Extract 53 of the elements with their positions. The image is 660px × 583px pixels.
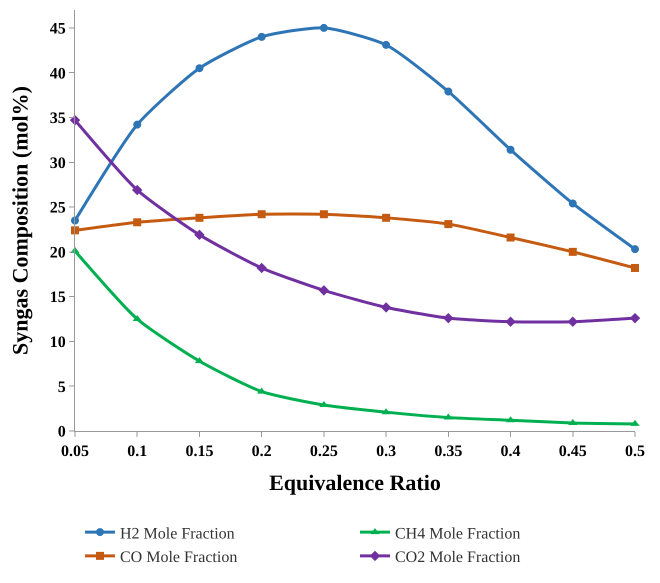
- point: [568, 248, 577, 256]
- point: [506, 234, 515, 242]
- x-axis-title: Equivalence Ratio: [269, 470, 441, 496]
- x-tick-label: 0.05: [61, 443, 89, 460]
- y-tick-label: 15: [50, 289, 66, 306]
- point: [380, 302, 392, 313]
- point: [133, 120, 142, 129]
- point: [382, 40, 390, 49]
- y-tick-label: 0: [58, 424, 66, 441]
- x-tick-label: 0.4: [500, 443, 521, 460]
- x-tick-label: 0.1: [127, 443, 148, 460]
- y-tick-label: 10: [50, 334, 66, 352]
- point: [443, 312, 454, 324]
- y-tick-label: 30: [50, 154, 66, 172]
- x-tick-label: 0.15: [185, 443, 214, 460]
- point: [195, 64, 204, 72]
- y-tick-label: 35: [50, 110, 66, 128]
- point: [505, 316, 516, 327]
- x-tick-label: 0.5: [625, 443, 645, 460]
- point: [444, 88, 452, 96]
- point: [630, 312, 640, 324]
- x-tick-label: 0.35: [434, 443, 462, 460]
- y-tick-label: 40: [50, 65, 66, 82]
- point: [258, 210, 266, 218]
- x-tick-label: 0.45: [558, 443, 587, 460]
- point: [320, 24, 328, 32]
- point: [133, 218, 142, 226]
- y-tick-label: 5: [58, 378, 66, 396]
- point: [631, 264, 639, 272]
- point: [318, 285, 330, 296]
- legend-label: CO2 Mole Fraction: [395, 549, 520, 566]
- point: [382, 214, 390, 222]
- x-tick-label: 0.25: [310, 443, 338, 460]
- point: [631, 245, 639, 254]
- legend-label: H2 Mole Fraction: [120, 525, 235, 542]
- point: [506, 146, 515, 154]
- point: [320, 210, 328, 218]
- y-tick-label: 20: [50, 244, 66, 262]
- legend-label: CO Mole Fraction: [120, 549, 238, 566]
- x-tick-label: 0.3: [376, 443, 396, 460]
- y-tick-label: 45: [50, 20, 66, 38]
- point: [194, 230, 205, 240]
- point: [568, 199, 577, 208]
- legend-label: CH4 Mole Fraction: [395, 525, 520, 542]
- point: [132, 184, 142, 196]
- y-tick-label: 25: [50, 200, 66, 217]
- point: [256, 262, 267, 274]
- x-tick-label: 0.2: [252, 443, 272, 460]
- point: [258, 32, 266, 41]
- y-axis-title: Syngas Composition (mol%): [8, 86, 33, 355]
- point: [444, 220, 452, 228]
- point: [195, 214, 204, 222]
- point: [568, 316, 578, 327]
